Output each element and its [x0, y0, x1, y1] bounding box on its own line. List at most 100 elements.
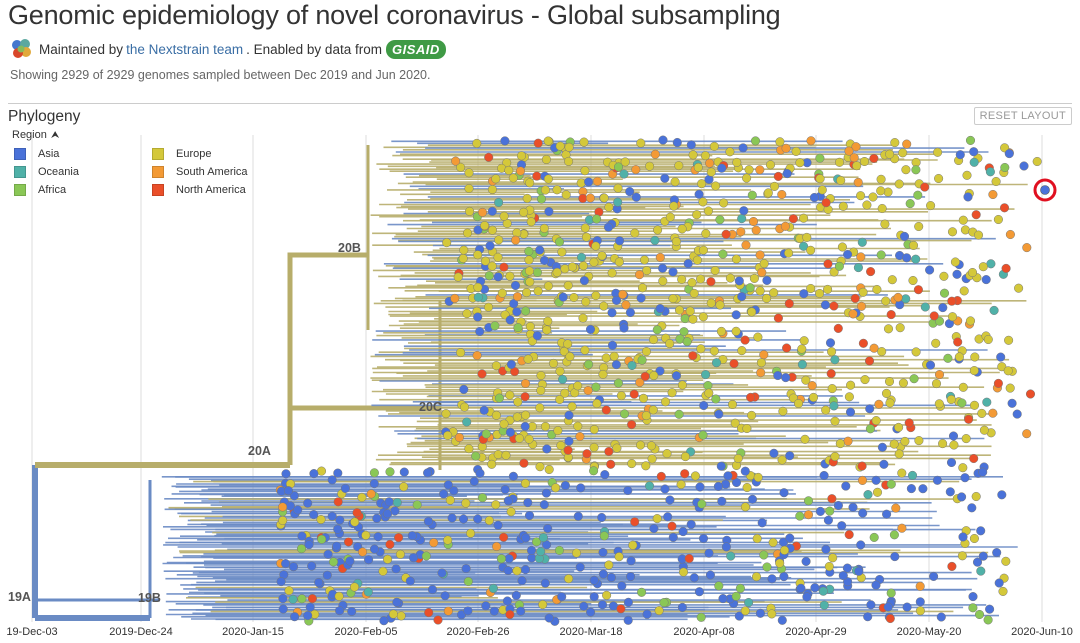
tip-node: [788, 214, 798, 224]
tip-node: [876, 250, 886, 260]
tip-node: [833, 500, 843, 511]
maintained-prefix: Maintained by: [39, 41, 124, 57]
tip-node: [784, 248, 794, 258]
tip-node: [809, 192, 819, 203]
tip-node: [487, 184, 497, 195]
tip-node: [592, 176, 603, 186]
legend-item-north-america[interactable]: North America: [152, 184, 246, 196]
legend-item-south-america[interactable]: South America: [152, 166, 248, 178]
tip-node: [964, 414, 974, 424]
tip-node: [871, 416, 881, 426]
tip-node: [976, 526, 986, 536]
tip-node: [646, 441, 656, 451]
tip-node: [503, 565, 513, 576]
tip-node: [991, 176, 1001, 187]
tip-node: [366, 489, 376, 499]
tip-node: [472, 350, 482, 361]
tip-node: [487, 206, 497, 216]
tip-node: [634, 270, 645, 280]
legend-label: South America: [176, 166, 248, 178]
tip-node: [721, 229, 731, 239]
tip-node: [640, 371, 650, 381]
tip-node: [512, 566, 522, 576]
tip-node: [773, 313, 783, 323]
tip-node: [939, 271, 949, 281]
tip-node: [950, 257, 960, 267]
axis-tick-label: 2020-May-20: [896, 626, 962, 638]
chevron-up-icon: ⮝: [50, 129, 60, 141]
tip-node: [825, 338, 836, 348]
tip-node: [369, 479, 379, 489]
tip-node: [668, 267, 678, 277]
legend-item-africa[interactable]: Africa: [14, 184, 66, 196]
tip-node: [472, 138, 482, 148]
tip-node: [456, 162, 466, 172]
tip-node: [278, 502, 288, 512]
clade-label-19a: 19A: [8, 590, 31, 604]
tip-node: [701, 229, 711, 239]
nextstrain-team-link[interactable]: the Nextstrain team: [126, 41, 244, 57]
tip-node: [998, 586, 1008, 596]
tip-node: [653, 225, 663, 235]
tip-node: [877, 203, 887, 214]
tip-node: [781, 143, 791, 153]
tip-node: [705, 570, 715, 580]
tip-node: [462, 309, 472, 319]
tip-node: [886, 310, 896, 320]
tip-node: [785, 533, 795, 543]
tip-node: [641, 461, 651, 471]
reset-layout-button[interactable]: RESET LAYOUT: [973, 107, 1072, 125]
tip-node: [773, 370, 783, 381]
tip-node: [1004, 149, 1014, 159]
tip-node: [358, 547, 368, 557]
tip-node: [946, 457, 957, 468]
tip-node: [399, 482, 409, 492]
tip-node: [913, 190, 923, 200]
tip-node: [604, 202, 614, 212]
tip-node: [869, 532, 879, 542]
legend-label: North America: [176, 184, 246, 196]
tip-node: [731, 254, 741, 264]
legend-label: Asia: [38, 148, 60, 160]
tip-node: [957, 551, 967, 561]
tip-node: [449, 486, 459, 496]
tip-node: [806, 283, 816, 294]
tip-node: [281, 469, 291, 479]
tip-node: [844, 530, 854, 540]
tip-node: [614, 552, 624, 562]
tip-node: [877, 442, 887, 452]
tip-node: [703, 380, 713, 391]
tip-node: [660, 397, 671, 407]
gisaid-logo[interactable]: GISAID: [385, 39, 446, 59]
legend-toggle[interactable]: Region ⮝: [12, 129, 59, 141]
tip-node: [824, 561, 834, 572]
tip-node: [512, 307, 522, 317]
tip-node: [689, 288, 699, 298]
tip-node: [536, 194, 547, 204]
tip-node: [399, 467, 409, 477]
tip-node: [660, 173, 670, 183]
tip-node: [540, 185, 550, 195]
tip-node: [874, 399, 884, 409]
tip-node: [806, 136, 816, 146]
tip-node: [914, 436, 924, 446]
tip-node: [997, 362, 1007, 372]
tip-node: [729, 359, 739, 369]
tip-node: [541, 154, 551, 165]
tip-node: [343, 537, 354, 547]
tip-node: [631, 192, 641, 202]
tip-node: [967, 503, 977, 513]
legend-item-asia[interactable]: Asia: [14, 148, 59, 160]
tip-node: [630, 228, 640, 238]
legend-item-europe[interactable]: Europe: [152, 148, 211, 160]
tip-node: [883, 324, 894, 334]
legend-item-oceania[interactable]: Oceania: [14, 166, 79, 178]
tip-node: [931, 379, 942, 389]
tip-node: [493, 520, 503, 530]
tip-node: [897, 523, 907, 533]
tip-node: [539, 255, 550, 266]
tip-node: [625, 307, 635, 318]
tip-node: [652, 325, 662, 335]
tip-node: [637, 283, 648, 293]
